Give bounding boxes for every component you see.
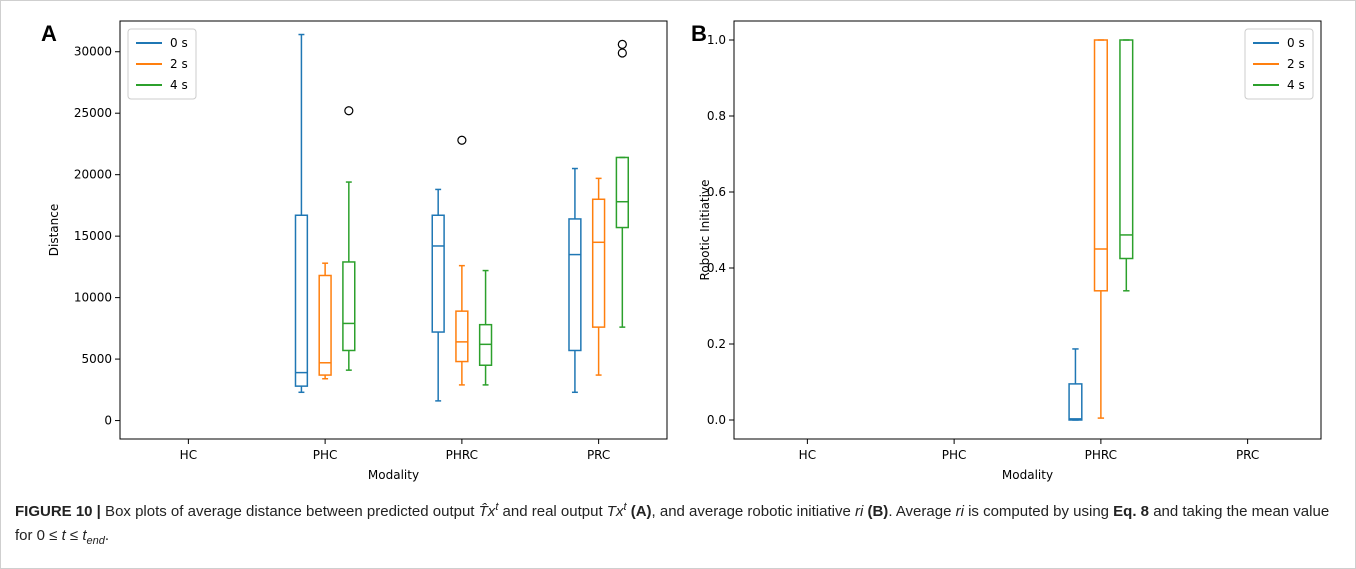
caption-ref-b: (B) xyxy=(867,503,889,520)
box-0s-phrc xyxy=(431,188,445,402)
box-iqr xyxy=(615,156,630,229)
x-tick-label: HC xyxy=(799,448,816,462)
x-tick-label: PRC xyxy=(587,448,610,462)
x-axis-label: Modality xyxy=(368,468,419,482)
box-0s-phrc xyxy=(1068,348,1083,421)
box-iqr xyxy=(294,214,309,387)
box-2s-phc xyxy=(318,262,332,380)
box-iqr xyxy=(568,218,582,352)
box-2s-phrc xyxy=(1093,39,1108,419)
box-0s-prc xyxy=(568,167,582,394)
caption-symbol-ri: ri xyxy=(854,503,864,520)
box-4s-phc xyxy=(342,106,356,371)
box-iqr xyxy=(455,310,469,363)
x-axis-label: Modality xyxy=(1002,468,1053,482)
caption-text-4: , and average robotic initiative xyxy=(651,503,855,520)
legend-label: 0 s xyxy=(170,36,188,50)
panel-label: A xyxy=(41,21,57,46)
y-tick-label: 25000 xyxy=(74,106,112,120)
caption-eq: Eq. 8 xyxy=(1113,503,1150,520)
box-flier xyxy=(617,48,627,58)
x-tick-label: HC xyxy=(180,448,197,462)
legend-label: 2 s xyxy=(1287,57,1305,71)
box-2s-prc xyxy=(591,177,606,376)
y-tick-label: 0.0 xyxy=(707,413,726,427)
x-tick-label: PRC xyxy=(1236,448,1259,462)
caption-text-7: is computed by using xyxy=(963,503,1114,520)
caption-text-8: and taking the mean value for 0 ≤ xyxy=(15,503,1330,544)
y-tick-label: 30000 xyxy=(74,45,112,59)
y-tick-label: 0.2 xyxy=(707,337,726,351)
caption-text-1: Box plots of average distance between pr… xyxy=(100,503,479,520)
x-tick-label: PHRC xyxy=(1085,448,1117,462)
caption-label: FIGURE 10 | xyxy=(15,503,101,520)
box-flier xyxy=(617,39,627,49)
y-tick-label: 0.8 xyxy=(707,109,726,123)
box-flier xyxy=(457,135,467,145)
y-tick-label: 0.4 xyxy=(707,261,726,275)
box-iqr xyxy=(431,214,445,333)
caption-symbol-tx: Tx xyxy=(606,503,624,520)
caption-text-10: . xyxy=(104,527,110,544)
y-tick-label: 0 xyxy=(104,414,112,428)
caption-sub-end: end xyxy=(86,535,105,547)
y-axis-label: Distance xyxy=(47,204,61,256)
legend-label: 2 s xyxy=(170,57,188,71)
legend-label: 4 s xyxy=(1287,78,1305,92)
y-tick-label: 0.6 xyxy=(707,185,726,199)
y-tick-label: 10000 xyxy=(74,291,112,305)
legend-label: 4 s xyxy=(170,78,188,92)
caption-text-6: . Average xyxy=(888,503,956,520)
legend-label: 0 s xyxy=(1287,36,1305,50)
y-axis-label: Robotic Initiative xyxy=(698,180,712,281)
box-iqr xyxy=(342,261,356,352)
figure-charts: 0 5000 10000 15000 20000 25000 30000 HC PHC PHRC P… xyxy=(41,20,1322,482)
plot-frame xyxy=(119,20,668,440)
figure-caption: FIGURE 10 | Box plots of average distanc… xyxy=(15,495,1345,553)
plot-frame xyxy=(733,20,1322,440)
y-tick-label: 20000 xyxy=(74,168,112,182)
caption-sup-t2: t xyxy=(623,501,627,513)
box-iqr xyxy=(318,274,332,376)
box-iqr xyxy=(1068,383,1083,421)
box-4s-phrc xyxy=(478,269,493,386)
caption-text-9: ≤ xyxy=(65,527,83,544)
caption-ref-a: (A) xyxy=(630,503,652,520)
x-tick-label: PHC xyxy=(942,448,967,462)
box-4s-prc xyxy=(615,39,630,328)
legend: 0 s 2 s 4 s xyxy=(1244,28,1314,100)
y-tick-label: 5000 xyxy=(81,352,112,366)
caption-symbol-t: t xyxy=(61,527,66,544)
y-tick-label: 15000 xyxy=(74,229,112,243)
panel-label: B xyxy=(691,21,707,46)
box-4s-phrc xyxy=(1119,39,1134,292)
caption-text-2: and real output xyxy=(498,503,607,520)
box-2s-phrc xyxy=(455,135,469,386)
box-0s-phc xyxy=(294,33,309,394)
legend: 0 s 2 s 4 s xyxy=(127,28,197,100)
x-tick-label: PHC xyxy=(313,448,338,462)
x-tick-label: PHRC xyxy=(446,448,478,462)
box-iqr xyxy=(591,198,606,328)
y-tick-label: 1.0 xyxy=(707,33,726,47)
caption-symbol-that: T̂x xyxy=(478,503,496,520)
caption-symbol-ri2: ri xyxy=(955,503,964,520)
chart-panel-a: 0 5000 10000 15000 20000 25000 30000 HC PHC PHRC P… xyxy=(41,20,668,482)
caption-sup-t: t xyxy=(495,501,499,513)
box-iqr xyxy=(1093,39,1108,292)
chart-panel-b: 0.0 0.2 0.4 0.6 0.8 1.0 HC PHC PHRC PRC Modality Ro… xyxy=(691,20,1322,482)
caption-symbol-tend: t xyxy=(82,527,87,544)
box-iqr xyxy=(1119,39,1134,260)
box-flier xyxy=(344,106,354,116)
